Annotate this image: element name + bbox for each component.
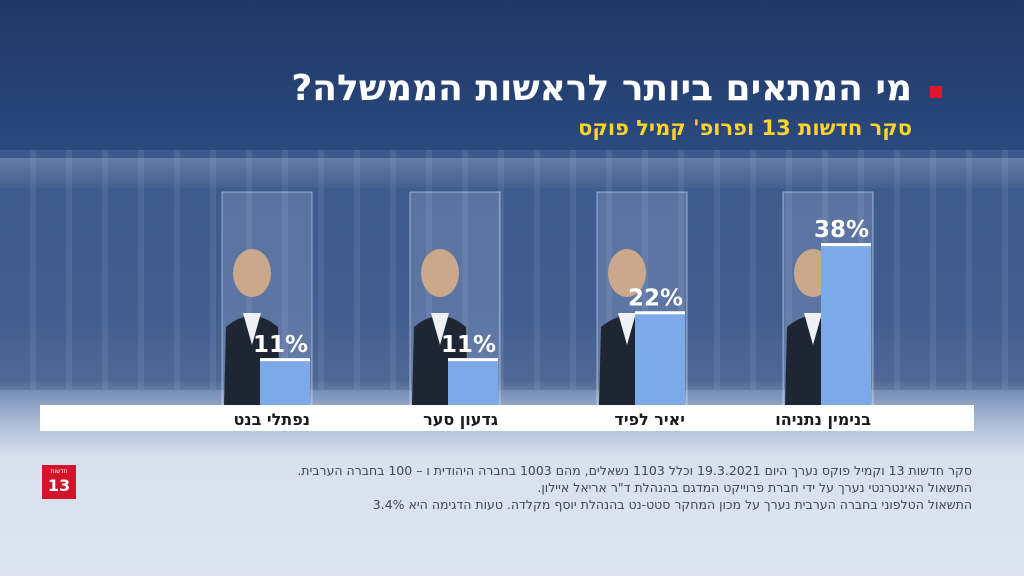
bar-top-line-4	[821, 243, 871, 247]
category-label-2: גדעון סער	[423, 410, 498, 429]
footnote-line-2: התשאול האינטרנטי נערך על ידי חברת פרוייק…	[537, 480, 972, 495]
bar-chart: 11% נפתלי בנט 11% גדעון סער 22% יאיר לפיד 38% ב…	[221, 191, 874, 429]
footnote-line-1: סקר חדשות 13 וקמיל פוקס נערך היום 19.3.2…	[297, 463, 972, 478]
title-row: מי המתאים ביותר לראשות הממשלה?	[291, 68, 942, 109]
bar-2	[448, 358, 498, 405]
bar-4	[821, 243, 871, 405]
candidate-name-strip	[40, 405, 974, 431]
candidate-shirt-1	[243, 313, 261, 345]
bar-value-label-2: 11%	[441, 332, 496, 358]
bar-value-label-1: 11%	[253, 332, 308, 358]
category-label-4: בנימין נתניהו	[775, 410, 871, 429]
candidate-shirt-4	[804, 313, 822, 345]
logo-number: 13	[47, 476, 71, 495]
background-roofline	[0, 158, 1024, 188]
bar-top-line-1	[260, 358, 310, 362]
survey-footnote: סקר חדשות 13 וקמיל פוקס נערך היום 19.3.2…	[132, 462, 972, 513]
category-label-3: יאיר לפיד	[614, 410, 685, 429]
candidate-shirt-2	[431, 313, 449, 345]
category-label-1: נפתלי בנט	[233, 410, 310, 429]
candidate-shirt-3	[618, 313, 636, 345]
chart-title: מי המתאים ביותר לראשות הממשלה?	[291, 68, 912, 109]
bar-top-line-2	[448, 358, 498, 362]
candidate-face-3	[608, 249, 646, 297]
footnote-line-3: התשאול הטלפוני בחברה הערבית נערך על מכון…	[372, 497, 972, 512]
bar-3	[635, 311, 685, 405]
bar-value-label-3: 22%	[628, 285, 683, 311]
title-bullet-icon	[930, 85, 942, 98]
bar-1	[260, 358, 310, 405]
logo-top-text: חדשות	[50, 468, 68, 475]
bar-top-line-3	[635, 311, 685, 315]
bar-value-label-4: 38%	[814, 217, 869, 243]
chart-subtitle: סקר חדשות 13 ופרופ' קמיל פוקס	[578, 116, 912, 140]
candidate-face-2	[421, 249, 459, 297]
channel-13-logo: חדשות 13	[42, 465, 76, 499]
candidate-face-1	[233, 249, 271, 297]
